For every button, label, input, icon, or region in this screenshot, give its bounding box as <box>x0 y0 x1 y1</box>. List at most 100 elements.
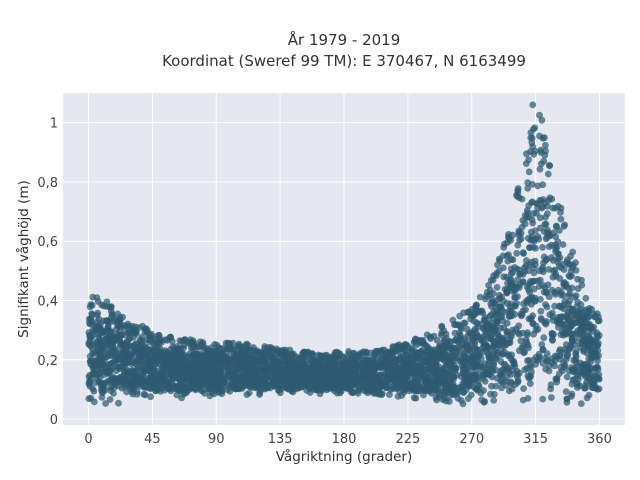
data-point <box>100 302 108 310</box>
data-point <box>505 387 513 395</box>
data-point <box>375 383 382 391</box>
data-point <box>498 293 505 301</box>
x-axis-label: Vågriktning (grader) <box>276 448 413 465</box>
data-point <box>473 301 480 309</box>
y-tick-label: 1 <box>50 117 58 132</box>
data-point <box>218 354 226 362</box>
data-point <box>589 327 597 335</box>
data-point <box>468 364 476 371</box>
data-point <box>481 314 489 321</box>
data-point <box>362 349 370 357</box>
data-point <box>475 371 483 378</box>
data-point <box>87 394 95 402</box>
data-point <box>287 369 295 377</box>
data-point <box>160 365 168 373</box>
data-point <box>411 337 419 345</box>
data-point <box>421 357 429 365</box>
data-point <box>524 395 532 402</box>
data-point <box>510 360 518 368</box>
data-point <box>422 378 429 385</box>
data-point <box>88 358 96 366</box>
data-point <box>536 214 544 222</box>
data-point <box>556 348 563 355</box>
y-tick-label: 0,4 <box>37 295 58 310</box>
data-point <box>557 215 565 223</box>
data-point <box>509 256 517 264</box>
data-point <box>541 284 549 292</box>
data-point <box>93 371 101 379</box>
data-point <box>569 248 577 256</box>
data-point <box>524 341 532 349</box>
data-point <box>534 205 541 212</box>
data-point <box>594 357 601 365</box>
data-point <box>212 352 220 359</box>
data-point <box>157 335 165 343</box>
data-point <box>479 343 487 351</box>
data-point <box>418 383 425 391</box>
data-point <box>309 370 317 378</box>
data-point <box>155 381 163 388</box>
data-point <box>595 375 603 382</box>
data-point <box>572 267 580 274</box>
data-point <box>521 220 529 228</box>
data-point <box>469 379 477 386</box>
data-point <box>97 340 105 348</box>
data-point <box>479 334 486 342</box>
data-point <box>546 162 554 170</box>
data-point <box>494 261 501 269</box>
data-point <box>352 367 359 375</box>
data-point <box>322 351 330 359</box>
data-point <box>507 333 515 340</box>
data-point <box>577 344 585 351</box>
data-point <box>566 297 573 305</box>
data-point <box>367 360 375 368</box>
data-point <box>246 383 254 390</box>
data-point <box>507 270 515 278</box>
data-point <box>542 320 550 328</box>
data-point <box>552 241 559 249</box>
data-point <box>178 350 186 358</box>
data-point <box>565 292 573 299</box>
data-point <box>568 390 576 398</box>
data-point <box>95 322 102 330</box>
data-point <box>581 318 589 326</box>
data-point <box>559 241 567 248</box>
data-point <box>201 352 209 359</box>
data-point <box>106 396 114 403</box>
data-point <box>260 384 268 392</box>
data-point <box>524 185 532 192</box>
data-point <box>531 147 539 155</box>
data-point <box>536 165 544 173</box>
x-tick-label: 45 <box>144 432 161 447</box>
data-point <box>351 360 359 367</box>
data-point <box>391 368 398 376</box>
data-point <box>487 390 494 398</box>
data-point <box>132 373 140 381</box>
data-point <box>219 385 226 392</box>
data-point <box>85 379 93 387</box>
data-point <box>104 326 111 334</box>
x-axis-ticks: 0 45 90 135 180 225 270 315 360 <box>84 432 611 447</box>
data-point <box>114 382 122 390</box>
data-point <box>544 210 551 218</box>
data-point <box>568 284 576 292</box>
data-point <box>101 347 108 355</box>
data-point <box>134 340 141 348</box>
data-point <box>554 203 562 210</box>
data-point <box>168 378 176 386</box>
data-point <box>543 255 551 263</box>
data-point <box>582 381 589 389</box>
data-point <box>561 221 569 229</box>
data-point <box>337 372 344 379</box>
data-point <box>527 278 534 285</box>
data-point <box>514 379 521 386</box>
data-point <box>127 383 135 391</box>
data-point <box>487 300 495 307</box>
data-point <box>481 398 489 405</box>
data-point <box>255 384 263 392</box>
data-point <box>568 364 575 371</box>
data-point <box>107 384 115 391</box>
data-point <box>267 351 274 359</box>
data-point <box>217 370 225 377</box>
